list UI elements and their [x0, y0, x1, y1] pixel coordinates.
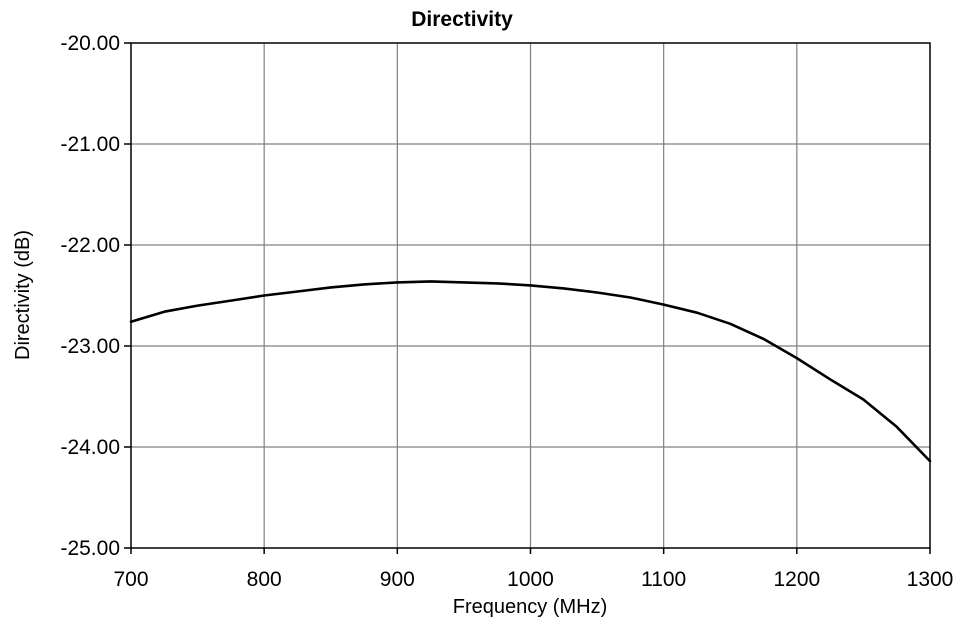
grid-lines	[131, 43, 930, 548]
x-tick-labels: 700 800 900 1000 1100 1200 1300	[113, 568, 953, 591]
y-tick-label: -23.00	[60, 335, 120, 358]
series-layer	[129, 280, 932, 463]
x-tick-label: 900	[380, 568, 415, 591]
y-axis-label: Directivity (dB)	[12, 230, 34, 360]
x-axis-label: Frequency (MHz)	[453, 596, 607, 618]
chart-title: Directivity	[411, 8, 513, 31]
x-tick-label: 800	[247, 568, 282, 591]
y-tick-label: -20.00	[60, 32, 120, 55]
y-tick-label: -21.00	[60, 133, 120, 156]
x-tick-label: 1200	[773, 568, 820, 591]
x-tick-label: 1300	[907, 568, 954, 591]
tick-marks	[124, 42, 931, 554]
y-tick-labels: -20.00 -21.00 -22.00 -23.00 -24.00 -25.00	[60, 32, 120, 560]
x-tick-label: 1000	[507, 568, 554, 591]
directivity-series-line	[129, 280, 932, 463]
y-tick-label: -24.00	[60, 436, 120, 459]
x-tick-label: 1100	[641, 568, 686, 591]
y-tick-label: -25.00	[60, 537, 120, 560]
x-tick-label: 700	[113, 568, 148, 591]
y-tick-label: -22.00	[60, 234, 120, 257]
